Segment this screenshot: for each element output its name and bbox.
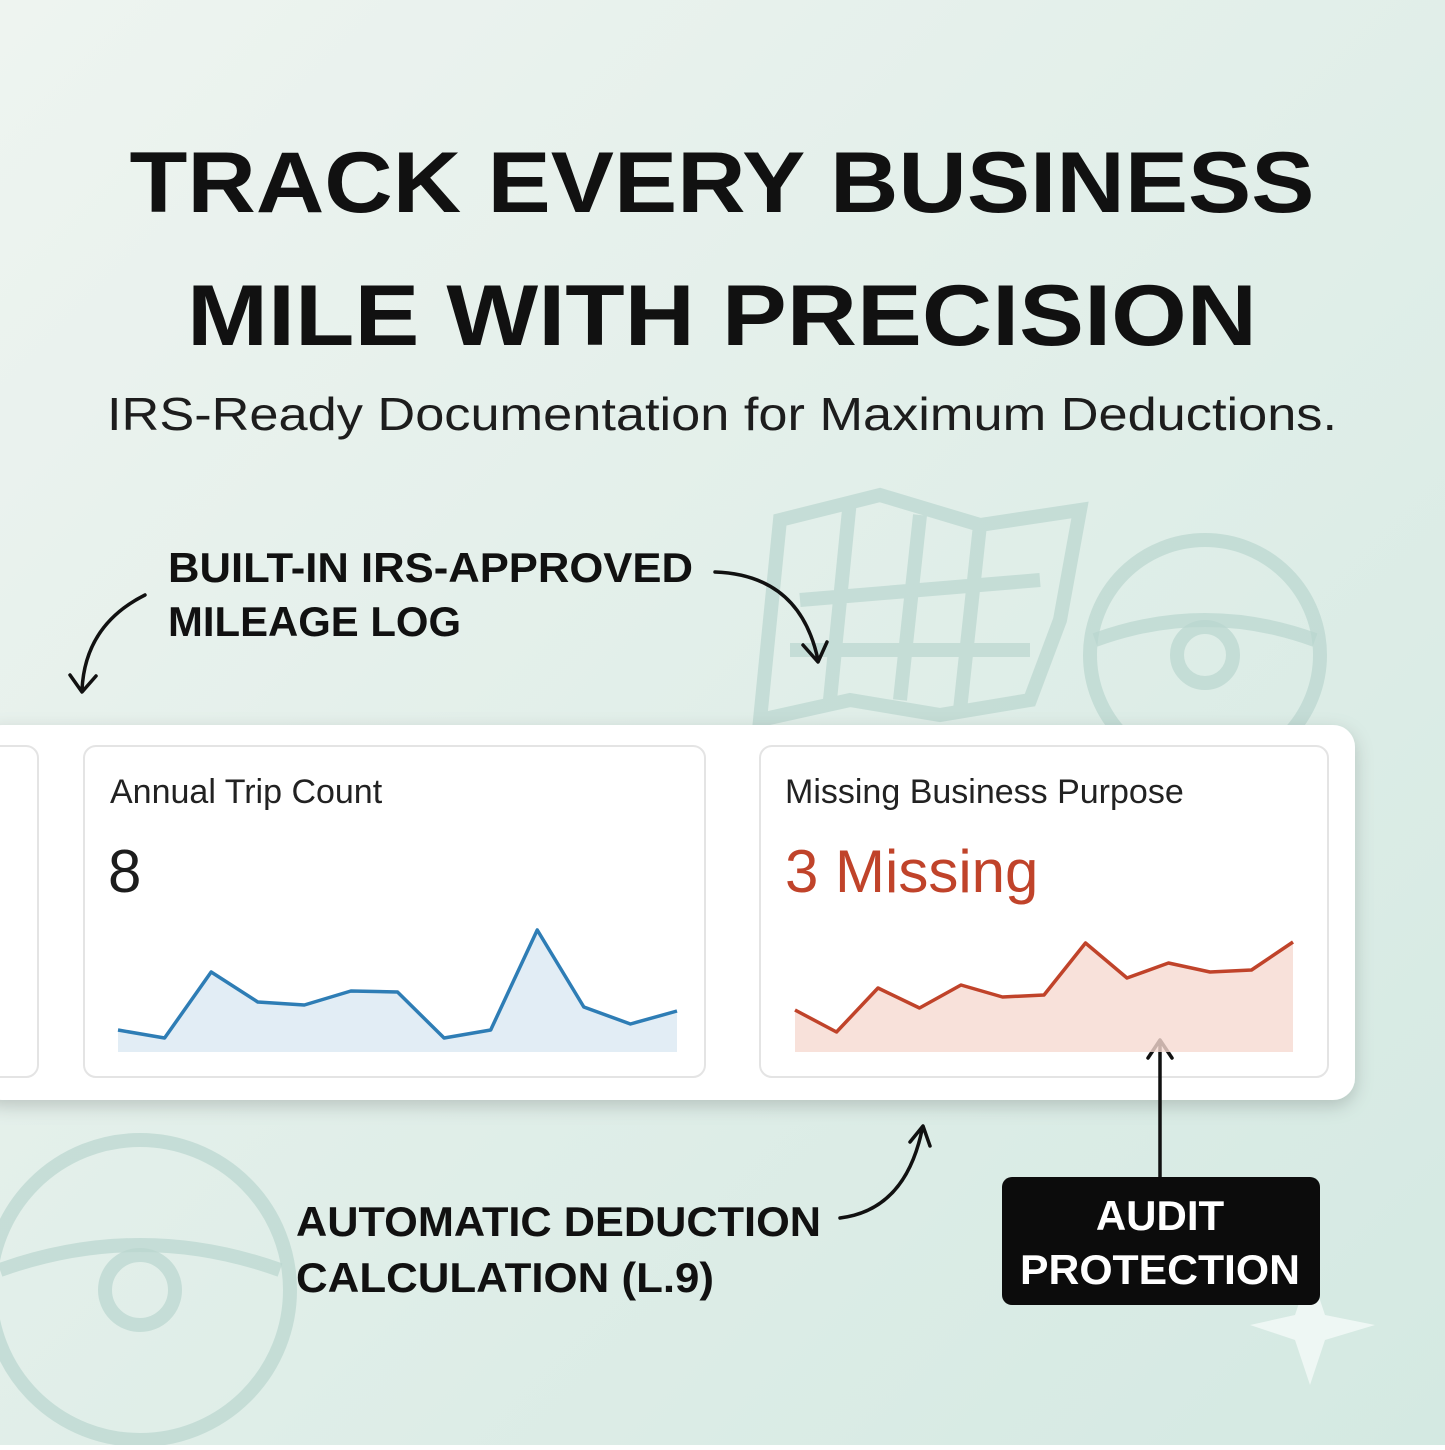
callout-text: MILEAGE LOG	[168, 598, 461, 645]
arrow	[68, 593, 147, 694]
arrow	[713, 570, 829, 664]
callout-text: BUILT-IN IRS-APPROVED	[168, 544, 693, 591]
sparkline	[117, 928, 678, 1040]
card-label: Annual Trip Count	[110, 773, 383, 811]
sparkline-area	[118, 930, 677, 1052]
card	[0, 745, 39, 1078]
callout-text: AUTOMATIC DEDUCTION	[296, 1198, 821, 1245]
card-label: Missing Business Purpose	[785, 773, 1184, 811]
sparkline	[794, 940, 1294, 1034]
badge	[1002, 1177, 1320, 1305]
arrow	[838, 1124, 932, 1220]
badge-text: AUDIT	[1096, 1192, 1225, 1239]
card-value: 3 Missing	[785, 838, 1038, 905]
sparkline-area	[795, 942, 1293, 1052]
title-line: MILE WITH PRECISION	[187, 268, 1257, 364]
title-line: TRACK EVERY BUSINESS	[130, 135, 1315, 231]
subtitle: IRS-Ready Documentation for Maximum Dedu…	[107, 388, 1337, 440]
badge-text: PROTECTION	[1020, 1246, 1300, 1293]
callout-text: CALCULATION (L.9)	[296, 1254, 714, 1301]
card-value: 8	[108, 838, 141, 905]
